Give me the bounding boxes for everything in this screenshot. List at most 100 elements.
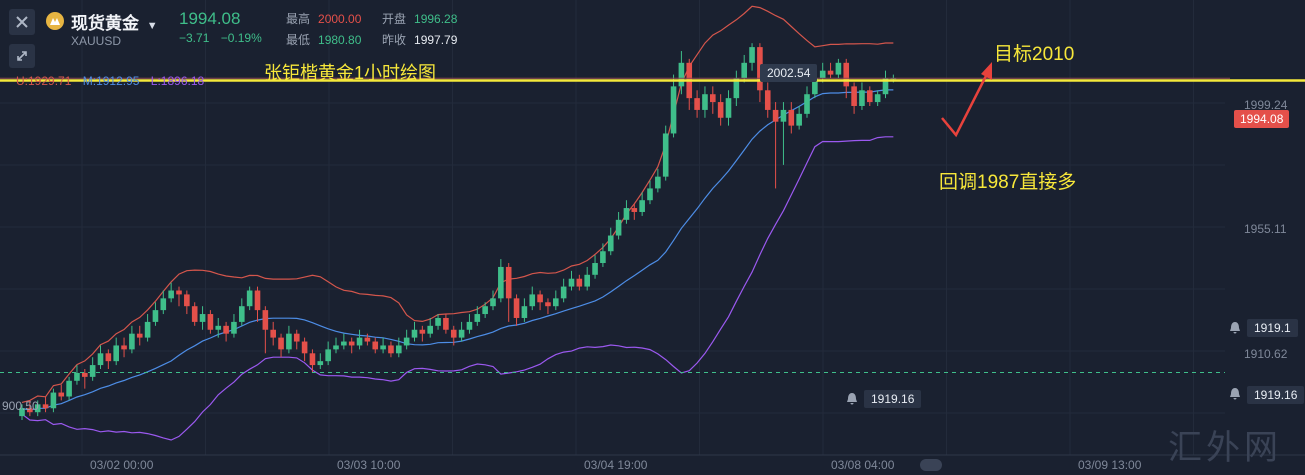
- candle-body: [317, 361, 324, 366]
- bell-icon[interactable]: [846, 392, 858, 405]
- candle-body: [176, 290, 182, 295]
- last-price-tag: 1994.08: [1234, 110, 1290, 128]
- candle-body: [199, 314, 206, 322]
- bell-icon[interactable]: [1229, 387, 1241, 400]
- price-label-1910: 1910.62: [1244, 347, 1288, 361]
- candle-body: [788, 109, 795, 126]
- candle-body: [819, 70, 826, 79]
- time-label: 03/09 13:00: [1078, 458, 1142, 472]
- boll-middle: M:1912.95: [82, 74, 140, 88]
- candle-body: [325, 349, 331, 362]
- candle-body: [443, 317, 449, 330]
- candle-body: [19, 408, 25, 417]
- alert-tag[interactable]: 1919.16: [864, 390, 922, 408]
- candle-body: [545, 302, 551, 307]
- candle-body: [113, 345, 119, 362]
- candle-body: [757, 47, 763, 91]
- candle-body: [835, 62, 842, 75]
- candle-body: [160, 298, 167, 311]
- candle-body: [152, 310, 159, 322]
- candle-body: [882, 78, 889, 95]
- alert-tag[interactable]: 1919.16: [1247, 386, 1305, 404]
- candle-body: [827, 70, 834, 75]
- candle-body: [843, 62, 850, 87]
- alert-tag[interactable]: 1919.1: [1247, 319, 1298, 337]
- quote-header: 现货黄金 ▼ XAUUSD 1994.08 −3.71 −0.19% 最高 200…: [0, 0, 520, 68]
- candle-body: [34, 404, 41, 413]
- open-label: 开盘: [382, 12, 407, 26]
- expand-icon: [17, 51, 27, 61]
- target-arrows: [941, 62, 992, 138]
- candle-body: [560, 286, 567, 299]
- candle-body: [867, 90, 873, 103]
- candle-body: [662, 133, 669, 177]
- bollinger-legend: U:1929.71 M:1912.95 L:1896.18: [16, 74, 204, 88]
- time-label: 03/04 19:00: [584, 458, 648, 472]
- target-annotation: 目标2010: [994, 44, 1075, 65]
- low-stat: 最低 1980.80: [286, 31, 361, 48]
- candle-body: [42, 404, 49, 409]
- high-label: 最高: [286, 12, 311, 26]
- candle-body: [655, 176, 661, 189]
- candle-body: [851, 86, 857, 106]
- candle-body: [74, 372, 80, 381]
- candle-body: [678, 62, 685, 87]
- candle-body: [348, 341, 355, 346]
- boll-lower: L:1896.18: [150, 74, 205, 88]
- candle-body: [505, 266, 512, 299]
- candle-body: [246, 290, 253, 307]
- price-levels: [0, 77, 1305, 374]
- candle-body: [364, 337, 371, 342]
- candle-body: [513, 298, 520, 318]
- replay-toggle[interactable]: [920, 459, 942, 471]
- candle-body: [702, 94, 708, 110]
- candle-body: [859, 90, 865, 106]
- expand-button[interactable]: [9, 44, 35, 68]
- close-button[interactable]: [9, 9, 35, 35]
- candle-body: [82, 372, 88, 377]
- candle-body: [521, 306, 528, 318]
- candle-body: [50, 392, 57, 409]
- candle-body: [435, 317, 441, 326]
- candle-body: [733, 78, 740, 99]
- boll-upper: U:1929.71: [16, 74, 72, 88]
- candle-body: [576, 278, 583, 287]
- candle-body: [372, 341, 379, 350]
- candle-body: [529, 294, 536, 307]
- time-label: 03/02 00:00: [90, 458, 154, 472]
- candle-body: [105, 353, 112, 362]
- candle-body: [749, 47, 755, 63]
- candle-body: [764, 90, 771, 110]
- candle-body: [623, 208, 630, 220]
- candle-body: [403, 337, 410, 346]
- price-label-1999: 1999.24: [1244, 98, 1288, 112]
- candle-body: [498, 266, 504, 299]
- candle-body: [804, 94, 810, 114]
- candle-body: [129, 333, 135, 350]
- candle-body: [388, 345, 394, 354]
- candle-body: [270, 329, 276, 338]
- candle-body: [207, 314, 214, 330]
- high-value: 2000.00: [318, 12, 362, 26]
- candle-body: [607, 235, 614, 252]
- candle-body: [639, 200, 645, 212]
- time-label: 03/08 04:00: [831, 458, 895, 472]
- arrow-head-icon: [981, 62, 992, 80]
- candle-body: [482, 306, 488, 315]
- candle-body: [121, 345, 127, 350]
- bollinger-bands: [21, 5, 894, 441]
- bell-icon[interactable]: [1229, 321, 1241, 334]
- symbol-code: XAUUSD: [71, 34, 122, 48]
- candle-body: [66, 380, 72, 397]
- candle-body: [600, 251, 606, 264]
- symbol-selector[interactable]: 现货黄金 ▼: [71, 9, 158, 34]
- change-value: −3.71: [179, 31, 210, 45]
- candle-body: [215, 325, 222, 330]
- chart-overlay-title: 张钜楷黄金1小时绘图: [264, 63, 437, 83]
- candle-body: [647, 188, 653, 201]
- boll-middle-line: [21, 89, 894, 411]
- price-label-1900: 900.50: [2, 399, 39, 413]
- candle-body: [396, 345, 402, 354]
- candle-body: [293, 333, 300, 342]
